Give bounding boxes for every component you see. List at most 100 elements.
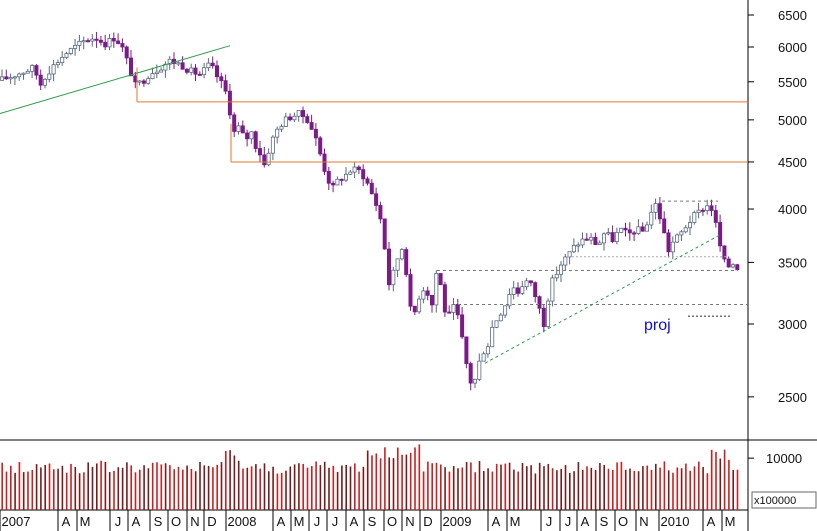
candle-up [688, 222, 693, 229]
candle-down [429, 294, 434, 306]
candle-up [25, 70, 30, 74]
volume-bar [538, 462, 541, 510]
volume-bar [461, 467, 464, 510]
volume-bar [655, 463, 657, 510]
candle-down [223, 80, 228, 92]
candle-down [533, 282, 538, 298]
volume-bar [375, 453, 378, 510]
volume-bar [616, 462, 618, 510]
candle-down [447, 311, 452, 314]
candle-up [649, 211, 654, 226]
volume-bar [57, 468, 59, 510]
candle-up [0, 76, 4, 81]
candle-up [335, 178, 340, 186]
reference-lines [0, 45, 748, 364]
price-tick-label: 4000 [778, 202, 807, 217]
volume-bar [650, 469, 653, 510]
volume-bar [362, 466, 365, 510]
candle-down [632, 232, 637, 235]
volume-bar [676, 467, 679, 510]
month-label: M [80, 514, 91, 529]
volume-bar [74, 466, 77, 510]
volume-bar [35, 464, 38, 510]
candle-down [184, 68, 189, 73]
month-label: N [405, 514, 414, 529]
candle-up [696, 209, 701, 213]
candle-up [60, 56, 65, 64]
volume-bar [702, 467, 704, 510]
volume-bar [160, 464, 163, 510]
volume-bar [642, 466, 644, 510]
candle-down [726, 258, 731, 268]
volume-bar [517, 471, 519, 510]
candle-down [94, 38, 99, 41]
candle-up [81, 40, 86, 43]
candle-down [386, 248, 391, 286]
candle-up [292, 115, 297, 121]
candle-down [245, 132, 250, 140]
candle-up [645, 224, 650, 232]
candle-down [640, 226, 645, 232]
candle-down [455, 304, 460, 316]
month-label: O [387, 514, 397, 529]
candle-up [451, 304, 456, 313]
volume-bar [31, 469, 34, 510]
candle-down [528, 280, 533, 284]
candle-up [705, 205, 710, 211]
candle-down [124, 46, 129, 59]
candle-down [232, 114, 237, 132]
candle-down [623, 227, 628, 231]
candle-down [219, 76, 224, 82]
volume-bar [715, 451, 717, 510]
candle-up [602, 233, 607, 244]
candle-up [550, 277, 555, 302]
volume-bar [225, 450, 227, 510]
volume-bar [732, 469, 734, 510]
volume-bar [311, 466, 313, 510]
volume-bar [18, 462, 21, 510]
volume-bar [401, 454, 403, 510]
candle-up [498, 314, 503, 322]
candle-down [318, 137, 323, 155]
candle-up [597, 242, 602, 246]
volume-bar [139, 469, 141, 510]
candle-up [507, 294, 512, 307]
candle-up [202, 67, 207, 76]
volume-bar [156, 462, 158, 510]
volume-bar [65, 472, 68, 510]
price-tick-label: 6500 [778, 8, 807, 23]
candle-up [563, 256, 568, 266]
candle-down [713, 210, 718, 223]
candle-up [343, 173, 348, 181]
volume-bar [384, 447, 386, 510]
candle-up [17, 73, 22, 78]
month-label: O [171, 514, 181, 529]
volume-bar [431, 463, 433, 510]
volume-bar [409, 452, 412, 510]
volume-bar [61, 465, 64, 510]
month-label: A [581, 514, 590, 529]
candle-down [369, 182, 374, 195]
candle-up [576, 244, 581, 247]
candle-up [692, 212, 697, 223]
candle-down [718, 222, 723, 247]
candle-up [51, 64, 56, 75]
volume-bar [633, 470, 636, 510]
volume-bar [551, 468, 554, 510]
volume-bar [358, 471, 360, 510]
volume-bar [513, 469, 515, 510]
candle-down [442, 284, 447, 313]
candle-down [516, 287, 521, 294]
candle-down [700, 209, 705, 212]
volume-bar [693, 466, 696, 510]
volume-bar [40, 467, 42, 510]
volume-bar [543, 466, 545, 510]
candle-down [38, 74, 43, 86]
volume-bar [323, 461, 326, 510]
month-label: J [332, 514, 339, 529]
year-label: 2008 [228, 514, 257, 529]
volume-bar [263, 463, 266, 510]
candle-down [404, 249, 409, 275]
candle-down [657, 203, 662, 220]
